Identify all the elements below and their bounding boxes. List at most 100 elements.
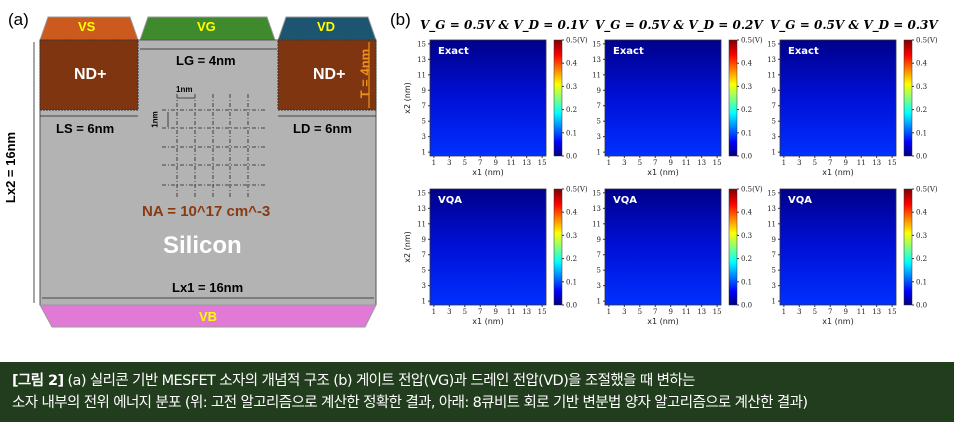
x-tick-label: 5 [813,308,817,316]
x-axis-label: x1 (nm) [647,168,678,177]
y-tick-label: 13 [767,56,776,64]
colorbar-tick-label: 0.0 [741,302,752,310]
x-tick-label: 11 [507,159,516,167]
y-axis-label: x2 (nm) [403,82,412,113]
x-tick-label: 11 [857,159,866,167]
y-tick-label: 13 [767,205,776,213]
colorbar-tick-label: 0.2 [566,255,577,263]
colorbar-tick-label: 0.1 [741,129,752,137]
y-tick-label: 9 [772,87,776,95]
x-tick-label: 1 [432,159,436,167]
x-tick-label: 1 [782,159,786,167]
plot-frame [604,188,722,306]
colorbar-tick-label: 0.1 [566,278,577,286]
x-tick-label: 9 [843,159,847,167]
colorbar [728,39,738,157]
plot-frame [429,39,547,157]
y-tick-label: 11 [592,220,601,228]
potential-hotspot [780,249,896,305]
colorbar-tick-label: 0.4 [916,209,928,217]
x-tick-label: 11 [507,308,516,316]
y-tick-label: 13 [417,205,426,213]
colorbar-tick-label: 0.3 [566,83,577,91]
x-tick-label: 7 [828,159,832,167]
x-tick-label: 5 [813,159,817,167]
colorbar-tick-label: 0.1 [916,129,927,137]
caption-tag: [그림 2] [12,373,64,389]
dimension-arrows [33,42,376,303]
y-tick-label: 7 [772,251,776,259]
colorbar-tick-label: 0.4 [741,209,753,217]
y-tick-label: 3 [772,282,776,290]
method-label: Exact [613,46,644,57]
x-tick-label: 13 [697,159,706,167]
y-tick-label: 1 [597,149,601,157]
y-tick-label: 3 [597,133,601,141]
gate-length-label: LG = 4nm [176,53,236,68]
colorbar [903,39,913,157]
x-tick-label: 3 [447,308,451,316]
colorbar-tick-label: 0.3 [741,232,752,240]
x-tick-label: 5 [463,159,467,167]
column-title-3: V_G = 0.5V & V_D = 0.3V [770,18,938,32]
x-tick-label: 3 [797,159,801,167]
x-axis-label: x1 (nm) [822,168,853,177]
x-tick-label: 1 [607,308,611,316]
x-axis-label: x1 (nm) [472,317,503,326]
x-tick-label: 9 [843,308,847,316]
colorbar-tick-label: 0.0 [741,153,752,161]
x-tick-label: 9 [668,159,672,167]
plot-frame [429,188,547,306]
y-tick-label: 3 [772,133,776,141]
x-tick-label: 7 [478,159,482,167]
x-tick-label: 7 [653,308,657,316]
x-tick-label: 7 [653,159,657,167]
y-tick-label: 3 [422,282,426,290]
method-label: Exact [438,46,469,57]
y-tick-label: 11 [417,71,426,79]
y-tick-label: 7 [597,102,601,110]
colorbar-tick-label: 0.3 [566,232,577,240]
column-title-2: V_G = 0.5V & V_D = 0.2V [595,18,763,32]
y-tick-label: 1 [422,149,426,157]
method-label: VQA [788,195,812,206]
source-doping-region [39,39,139,111]
colorbar-tick-label: 0.5(V) [741,186,763,194]
y-tick-label: 15 [767,189,776,197]
colorbar-tick-label: 0.5(V) [916,37,938,45]
column-title-1: V_G = 0.5V & V_D = 0.1V [420,18,588,32]
colorbar-tick-label: 0.3 [916,232,927,240]
colorbar-tick-label: 0.0 [566,302,577,310]
x-tick-label: 13 [522,159,531,167]
y-tick-label: 15 [417,40,426,48]
plot-frame [779,39,897,157]
y-tick-label: 5 [422,118,426,126]
colorbar [553,188,563,306]
potential-hotspot [446,124,535,156]
method-label: VQA [438,195,462,206]
x-tick-label: 15 [538,159,547,167]
body-contact [39,304,377,328]
x-tick-label: 1 [432,308,436,316]
y-tick-label: 11 [767,71,776,79]
colorbar-tick-label: 0.5(V) [566,186,588,194]
colorbar-tick-label: 0.1 [916,278,927,286]
plot-frame [604,39,722,157]
y-tick-label: 9 [772,236,776,244]
x-tick-label: 15 [713,308,722,316]
source-doping-label: ND+ [74,66,107,83]
y-tick-label: 15 [417,189,426,197]
y-tick-label: 15 [592,40,601,48]
colorbar [903,188,913,306]
y-tick-label: 5 [772,118,776,126]
y-tick-label: 5 [597,118,601,126]
x-tick-label: 13 [872,159,881,167]
x-tick-label: 11 [682,308,691,316]
y-tick-label: 7 [597,251,601,259]
potential-hotspot [613,112,721,156]
material-label: Silicon [163,232,242,259]
